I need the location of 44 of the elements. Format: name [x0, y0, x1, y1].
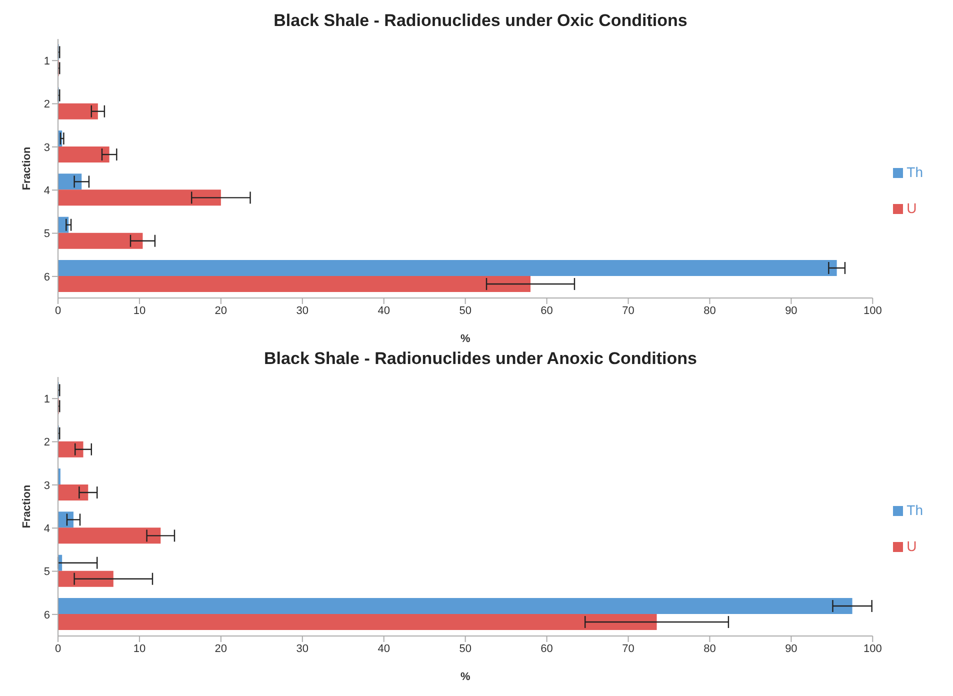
y-tick-label: 1	[44, 55, 50, 68]
x-tick-label: 10	[133, 304, 146, 317]
y-tick-label: 2	[44, 98, 50, 111]
x-tick-label: 30	[296, 642, 309, 655]
x-tick-label: 70	[622, 304, 634, 317]
y-tick-label: 1	[44, 393, 50, 406]
chart-title: Black Shale - Radionuclides under Oxic Conditions	[272, 10, 688, 32]
y-tick-label: 6	[44, 609, 50, 622]
x-tick-label: 40	[378, 304, 390, 317]
x-tick-label: 20	[214, 304, 228, 317]
y-tick-label: 5	[44, 228, 50, 240]
y-tick-label: 6	[44, 271, 50, 284]
y-axis-title: Fraction	[20, 484, 33, 528]
y-axis-title: Fraction	[20, 146, 33, 190]
legend-label: U	[906, 538, 917, 554]
x-tick-label: 60	[540, 304, 553, 317]
x-tick-label: 90	[785, 642, 798, 655]
x-tick-label: 100	[863, 304, 882, 317]
x-tick-label: 30	[296, 304, 309, 317]
y-tick-label: 4	[44, 184, 50, 197]
x-tick-label: 60	[540, 642, 553, 655]
legend-label: U	[906, 200, 917, 216]
x-tick-label: 90	[785, 304, 798, 317]
chart-title: Black Shale - Radionuclides under Anoxic Conditions	[263, 348, 698, 370]
x-tick-label: 0	[54, 642, 62, 655]
x-tick-label: 50	[459, 642, 472, 655]
x-tick-label: 70	[622, 642, 634, 655]
x-tick-label: 0	[54, 304, 62, 317]
x-tick-label: 10	[133, 642, 146, 655]
legend-label: Th	[906, 164, 923, 180]
x-axis-title: %	[460, 333, 470, 345]
y-tick-label: 5	[44, 566, 50, 578]
y-tick-label: 3	[44, 480, 50, 492]
x-tick-label: 50	[459, 304, 472, 317]
y-tick-label: 2	[44, 436, 50, 449]
x-tick-label: 80	[704, 304, 716, 317]
legend-label: Th	[906, 502, 923, 518]
x-tick-label: 20	[214, 642, 228, 655]
y-tick-label: 4	[44, 522, 50, 535]
x-tick-label: 100	[863, 642, 882, 655]
y-tick-label: 3	[44, 142, 50, 154]
x-tick-label: 40	[378, 642, 390, 655]
x-axis-title: %	[460, 671, 470, 683]
x-tick-label: 80	[704, 642, 716, 655]
